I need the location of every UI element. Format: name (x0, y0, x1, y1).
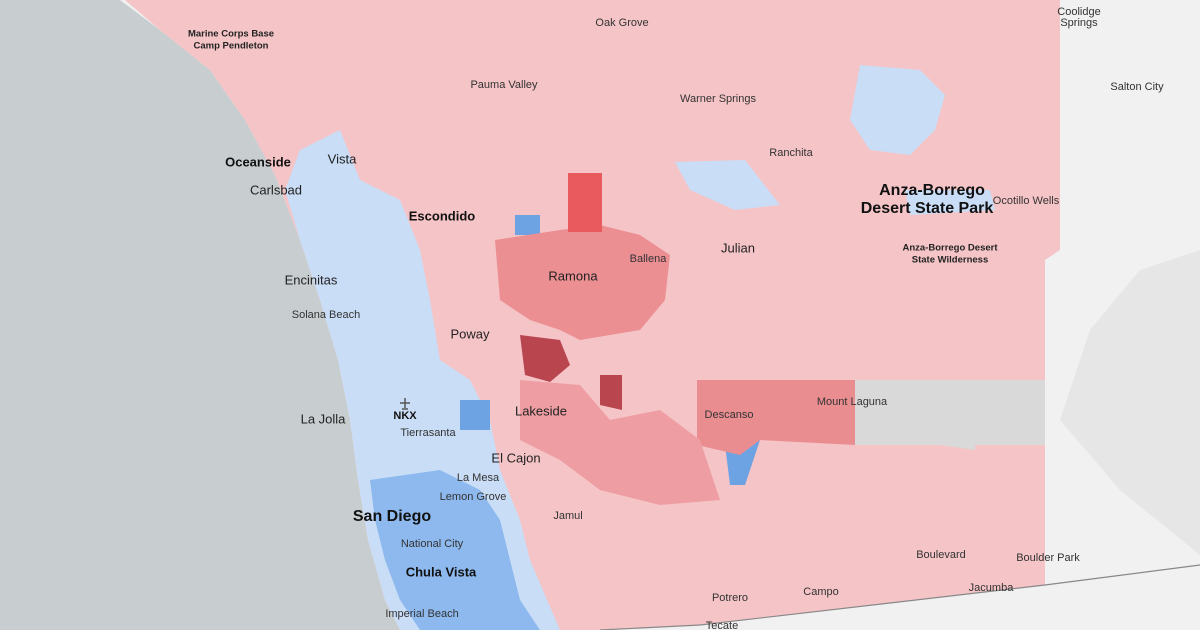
dark-red (520, 335, 622, 410)
place-label: State Wilderness (912, 255, 988, 266)
place-label: Solana Beach (292, 309, 361, 321)
place-label: Tecate (706, 620, 738, 630)
place-label: Carlsbad (250, 182, 302, 197)
coastal-blue (285, 130, 560, 630)
place-label: National City (401, 538, 464, 550)
place-label: La Jolla (301, 411, 347, 426)
place-label: Coolidge (1057, 6, 1100, 18)
place-label: Ballena (630, 253, 668, 265)
red-block (568, 173, 602, 232)
terrain (1060, 250, 1200, 555)
place-label: Ocotillo Wells (993, 195, 1060, 207)
place-label: Lakeside (515, 403, 567, 418)
place-label: Encinitas (285, 272, 338, 287)
place-label: El Cajon (491, 450, 540, 465)
place-label: Ranchita (769, 147, 813, 159)
place-label: Julian (721, 240, 755, 255)
place-label: Ramona (548, 268, 598, 283)
blue-blocks (460, 215, 760, 485)
blue-areas (675, 65, 995, 215)
place-label: Vista (328, 151, 357, 166)
san-diego-blue (370, 470, 540, 630)
place-label: Oak Grove (595, 17, 648, 29)
place-label: Mount Laguna (817, 396, 888, 408)
place-label: Oceanside (225, 154, 291, 169)
place-label: NKX (393, 410, 417, 422)
place-label: Descanso (705, 409, 754, 421)
place-label: Anza-Borrego (879, 182, 985, 199)
place-label: Jacumba (969, 582, 1015, 594)
place-label: Boulder Park (1016, 552, 1080, 564)
place-label: Desert State Park (861, 200, 994, 217)
place-label: Springs (1060, 17, 1098, 29)
place-label: San Diego (353, 508, 431, 525)
east-red (520, 380, 720, 505)
place-label: Tierrasanta (400, 427, 456, 439)
ocean (0, 0, 400, 630)
border (599, 564, 1200, 630)
place-label: Imperial Beach (385, 608, 458, 620)
place-label: Poway (450, 326, 490, 341)
place-label: Salton City (1110, 81, 1164, 93)
place-label: Warner Springs (680, 93, 757, 105)
gray-area (855, 380, 1045, 450)
place-label: Marine Corps Base (188, 29, 274, 40)
descanso-red (697, 380, 855, 455)
place-label: Escondido (409, 208, 476, 223)
place-label: Boulevard (916, 549, 966, 561)
place-label: Camp Pendleton (194, 41, 269, 52)
place-label: Lemon Grove (440, 491, 507, 503)
place-label: Chula Vista (406, 564, 477, 579)
airport-icon (400, 398, 410, 410)
place-label: La Mesa (457, 472, 500, 484)
desert (1060, 0, 1200, 250)
place-label: Anza-Borrego Desert (902, 243, 998, 254)
place-label: Pauma Valley (470, 79, 538, 91)
ramona-red (495, 225, 670, 340)
place-label: Jamul (553, 510, 582, 522)
place-label: Potrero (712, 592, 748, 604)
place-label: Campo (803, 586, 838, 598)
